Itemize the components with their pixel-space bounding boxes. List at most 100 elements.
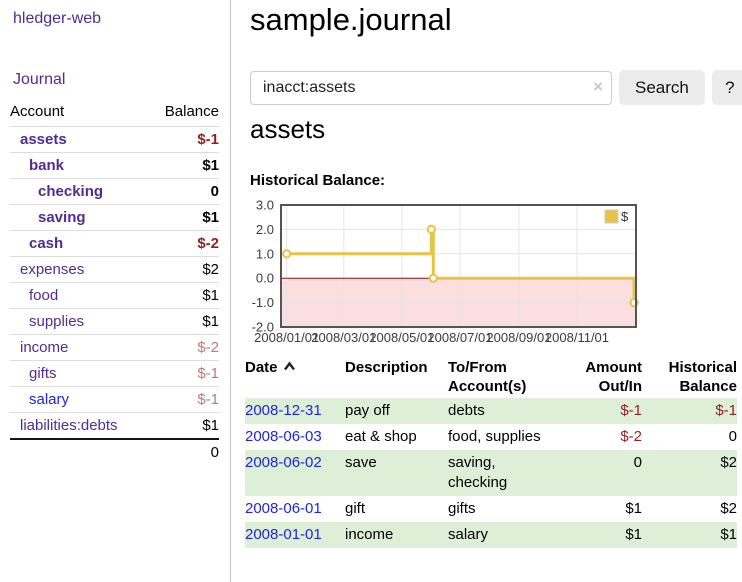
sidebar-item-journal[interactable]: Journal xyxy=(13,71,66,88)
transaction-description: income xyxy=(345,526,394,543)
chart-border xyxy=(280,204,637,328)
account-link-supplies[interactable]: supplies xyxy=(29,313,85,330)
date-header-label: Date xyxy=(245,359,278,376)
y-tick-label: -1.0 xyxy=(252,295,274,310)
account-balance: $2 xyxy=(148,256,219,283)
transaction-accounts: salary xyxy=(448,526,489,543)
account-link-assets[interactable]: assets xyxy=(20,131,67,148)
transaction-balance: 0 xyxy=(728,428,737,445)
account-balance: $1 xyxy=(148,308,219,335)
register-table: Date Description To/From Account(s) Amou… xyxy=(245,356,737,548)
account-row: gifts $-1 xyxy=(10,360,219,387)
account-balance: 0 xyxy=(148,178,219,205)
help-button[interactable]: ? xyxy=(711,70,742,105)
transaction-amount: $1 xyxy=(625,500,642,517)
page-title: sample.journal xyxy=(250,2,452,37)
account-balance: $1 xyxy=(148,412,219,439)
account-row: checking 0 xyxy=(10,178,219,205)
account-link-food[interactable]: food xyxy=(29,287,59,304)
data-point-marker xyxy=(282,249,292,259)
transaction-amount: $-2 xyxy=(620,428,642,445)
date-column-header[interactable]: Date xyxy=(245,356,345,398)
transaction-date-link[interactable]: 2008-01-01 xyxy=(245,526,322,543)
y-tick-label: -2.0 xyxy=(252,320,274,335)
transaction-accounts: debts xyxy=(448,402,485,419)
account-row: income $-2 xyxy=(10,334,219,361)
account-row: liabilities:debts $1 xyxy=(10,412,219,439)
account-row: salary $-1 xyxy=(10,386,219,413)
clear-search-icon[interactable]: × xyxy=(593,76,603,96)
sidebar: hledger-web Journal Account Balance asse… xyxy=(0,0,231,582)
transaction-balance: $-1 xyxy=(715,402,737,419)
x-tick-label: 2008/09/01 xyxy=(486,330,551,345)
account-link-cash[interactable]: cash xyxy=(29,235,64,252)
sort-ascending-icon xyxy=(283,361,295,371)
accounts-column-header: To/From Account(s) xyxy=(448,359,527,395)
transaction-row: 2008-12-31 pay off debts $-1 $-1 xyxy=(245,398,737,424)
account-link-liabilities-debts[interactable]: liabilities:debts xyxy=(20,417,118,434)
account-link-income[interactable]: income xyxy=(20,339,69,356)
account-row: supplies $1 xyxy=(10,308,219,335)
account-link-salary[interactable]: salary xyxy=(29,391,70,408)
chart-title: Historical Balance: xyxy=(250,172,386,189)
transaction-accounts: gifts xyxy=(448,500,476,517)
y-tick-label: 0.0 xyxy=(256,271,274,286)
register-table-body: 2008-12-31 pay off debts $-1 $-1 2008-06-03 ea… xyxy=(245,398,737,548)
amount-column-header: Amount Out/In xyxy=(585,359,642,395)
legend-label: $ xyxy=(621,209,629,224)
account-link-expenses[interactable]: expenses xyxy=(20,261,85,278)
transaction-row: 2008-06-03 eat & shop food, supplies $-2 0 xyxy=(245,424,737,450)
x-tick-label: 2008/07/01 xyxy=(427,330,492,345)
y-tick-label: 3.0 xyxy=(256,198,274,213)
transaction-description: gift xyxy=(345,500,366,517)
x-tick-label: 2008/01/01 xyxy=(254,330,319,345)
account-link-gifts[interactable]: gifts xyxy=(29,365,57,382)
account-row: food $1 xyxy=(10,282,219,309)
search-input[interactable] xyxy=(250,70,612,105)
app-title-link[interactable]: hledger-web xyxy=(13,10,102,27)
transaction-amount: $1 xyxy=(625,526,642,543)
account-row: expenses $2 xyxy=(10,256,219,283)
account-balance: $-2 xyxy=(148,230,219,257)
legend-swatch xyxy=(604,209,619,224)
account-row: cash $-2 xyxy=(10,230,219,257)
account-link-saving[interactable]: saving xyxy=(38,209,86,226)
transaction-balance: $1 xyxy=(720,526,737,543)
account-link-checking[interactable]: checking xyxy=(38,183,104,200)
transaction-date-link[interactable]: 2008-06-02 xyxy=(245,454,322,471)
transaction-date-link[interactable]: 2008-06-03 xyxy=(245,428,322,445)
transaction-amount: 0 xyxy=(633,454,642,471)
description-column-header: Description xyxy=(345,359,428,376)
transaction-description: save xyxy=(345,454,377,471)
account-page-title: assets xyxy=(250,114,326,144)
total-balance: 0 xyxy=(148,438,219,465)
accounts-table-body: assets $-1 bank $1 checking 0 saving $1 cash $-2 e… xyxy=(10,126,219,439)
account-row: assets $-1 xyxy=(10,126,219,153)
account-link-bank[interactable]: bank xyxy=(29,157,65,174)
account-balance: $1 xyxy=(148,204,219,231)
search-button[interactable]: Search xyxy=(619,70,705,105)
transaction-date-link[interactable]: 2008-12-31 xyxy=(245,402,322,419)
account-balance: $-1 xyxy=(148,386,219,413)
transaction-amount: $-1 xyxy=(620,402,642,419)
accounts-header-row: Account Balance xyxy=(10,98,219,127)
transaction-row: 2008-06-02 save saving, checking 0 $2 xyxy=(245,450,737,496)
accounts-table: Account Balance assets $-1 bank $1 checking 0… xyxy=(10,98,219,465)
data-point-marker xyxy=(426,224,436,234)
transaction-description: pay off xyxy=(345,402,390,419)
register-header-row: Date Description To/From Account(s) Amou… xyxy=(245,356,737,398)
transaction-accounts: food, supplies xyxy=(448,428,541,445)
transaction-balance: $2 xyxy=(720,500,737,517)
account-balance: $-1 xyxy=(148,126,219,153)
total-spacer xyxy=(10,438,149,465)
accounts-total-row: 0 xyxy=(10,438,219,465)
account-balance: $-2 xyxy=(148,334,219,361)
search-form: × Search ? xyxy=(250,70,742,105)
transaction-date-link[interactable]: 2008-06-01 xyxy=(245,500,322,517)
transaction-accounts: saving, checking xyxy=(448,454,508,491)
x-tick-label: 2008/03/01 xyxy=(311,330,376,345)
transaction-row: 2008-01-01 income salary $1 $1 xyxy=(245,522,737,548)
y-tick-label: 1.0 xyxy=(256,246,274,261)
transaction-description: eat & shop xyxy=(345,428,417,445)
x-tick-label: 2008/05/01 xyxy=(369,330,434,345)
